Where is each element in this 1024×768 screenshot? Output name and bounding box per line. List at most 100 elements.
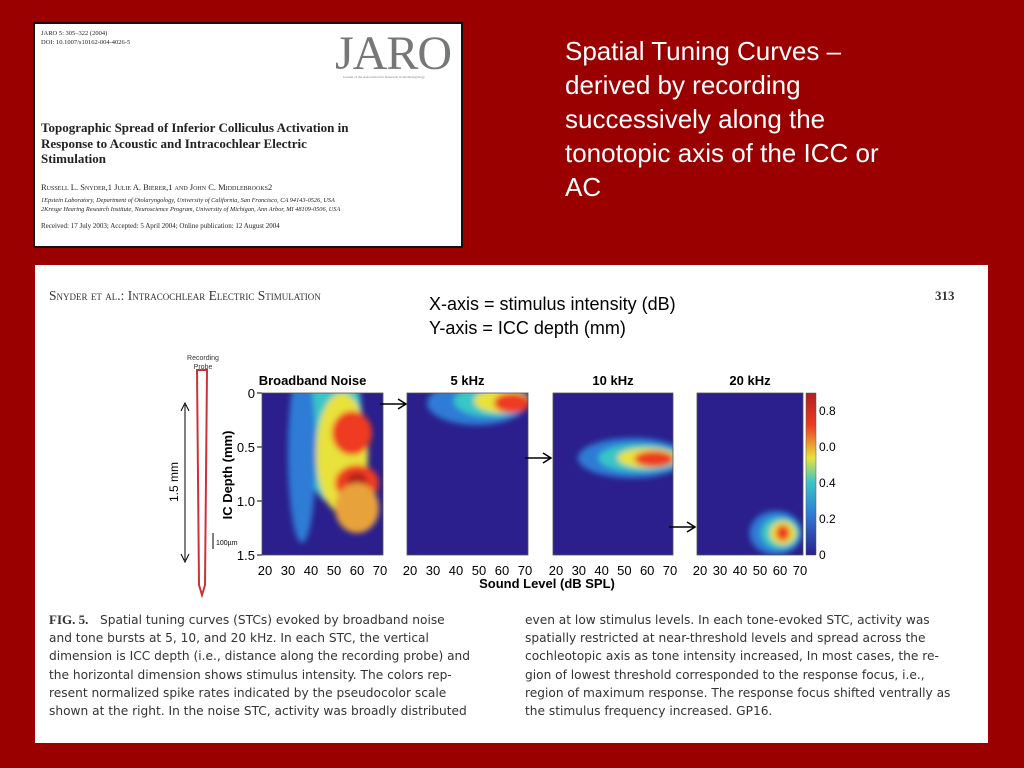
scale-label: 1.5 mm	[167, 462, 181, 502]
x-tick-label: 20	[403, 563, 417, 578]
paper-header: JARO 5: 305–322 (2004) DOI: 10.1007/s101…	[33, 22, 463, 248]
caption-text: Spatial tuning curves (STCs) evoked by b…	[100, 613, 445, 627]
blob	[335, 483, 379, 533]
annotation: X-axis = stimulus intensity (dB) Y-axis …	[429, 292, 676, 340]
caption-line: even at low stimulus levels. In each ton…	[525, 613, 930, 627]
probe-label: Recording	[187, 355, 219, 362]
x-tick-label: 60	[350, 563, 364, 578]
x-tick-label: 30	[713, 563, 727, 578]
x-tick-label: 40	[733, 563, 747, 578]
x-tick-label: 50	[617, 563, 631, 578]
journal-ref: JARO 5: 305–322 (2004)	[41, 30, 108, 37]
y-tick-label: 1.0	[237, 494, 255, 509]
x-tick-label: 40	[449, 563, 463, 578]
heatmap	[262, 393, 383, 555]
heatmap-blobs	[749, 511, 803, 555]
caption-line: the stimulus frequency increased. GP16.	[525, 704, 773, 719]
blob	[775, 525, 790, 541]
x-tick-label: 60	[773, 563, 787, 578]
probe	[195, 369, 209, 599]
panel-title: 10 kHz	[592, 373, 634, 388]
page-number: 313	[935, 288, 955, 303]
y-tick-label: 1.5	[237, 548, 255, 563]
x-tick-label: 70	[793, 563, 807, 578]
text-line: AC	[565, 172, 602, 202]
micro-label: 100µm	[216, 540, 238, 547]
x-tick-label: 40	[304, 563, 318, 578]
x-tick-label: 20	[258, 563, 272, 578]
x-tick-label: 20	[549, 563, 563, 578]
x-tick-label: 30	[426, 563, 440, 578]
logo-sub: Journal of the Association for Research …	[343, 75, 425, 79]
panel-frame	[552, 392, 674, 556]
caption-line: the horizontal dimension shows stimulus …	[49, 667, 452, 682]
arrow	[380, 398, 408, 410]
heatmap-blobs	[577, 438, 673, 478]
colorbar-tick-label: 0.4	[819, 476, 836, 490]
affiliation: 1Epstein Laboratory, Department of Otola…	[41, 197, 335, 204]
caption-line: dimension is ICC depth (i.e., distance a…	[49, 649, 471, 664]
heatmap	[697, 393, 803, 555]
paper-title: Topographic Spread of Inferior Colliculu…	[41, 120, 349, 135]
y-axis-label: IC Depth (mm)	[220, 431, 235, 520]
colorbar-tick-label: 0.0	[819, 440, 836, 454]
x-tick-label: 50	[472, 563, 486, 578]
blob	[288, 393, 316, 543]
panel-title: 5 kHz	[451, 373, 485, 388]
colorbar-tick-label: 0.8	[819, 404, 836, 418]
x-tick-label: 40	[594, 563, 608, 578]
panel-title: 20 kHz	[729, 373, 771, 388]
heatmap	[553, 393, 673, 555]
running-head: Snyder et al.: Intracochlear Electric St…	[49, 288, 321, 303]
panel-title: Broadband Noise	[259, 373, 367, 388]
stc-figure: Recording Probe 1.5 mm 100µm IC Depth (mm) 0 0…	[167, 355, 836, 599]
y-tick-label: 0.5	[237, 440, 255, 455]
caption-line: shown at the right. In the noise STC, ac…	[49, 704, 467, 719]
colorbar-tick-label: 0.2	[819, 512, 836, 526]
x-tick-label: 60	[640, 563, 654, 578]
x-tick-label: 60	[495, 563, 509, 578]
text-line: successively along the	[565, 104, 826, 134]
caption-label: FIG. 5.	[49, 612, 89, 627]
blob	[332, 411, 372, 455]
caption-line: resent normalized spike rates indicated …	[49, 685, 447, 700]
panel-frame	[406, 392, 529, 556]
heatmap-blobs	[427, 393, 528, 425]
x-tick-label: 70	[373, 563, 387, 578]
panel-frame	[696, 392, 804, 556]
caption-line: spatially restricted at near-threshold l…	[525, 631, 926, 646]
x-tick-label: 70	[518, 563, 532, 578]
slide-text: Spatial Tuning Curves – derived by recor…	[565, 34, 879, 204]
text-line: Spatial Tuning Curves –	[565, 36, 842, 66]
journal-ref: DOI: 10.1007/s10162-004-4026-5	[41, 39, 131, 46]
heatmap-blobs	[288, 393, 379, 543]
caption-line: and tone bursts at 5, 10, and 20 kHz. In…	[49, 631, 429, 646]
blob	[634, 451, 673, 467]
figure: Snyder et al.: Intracochlear Electric St…	[35, 265, 988, 743]
x-tick-label: 50	[753, 563, 767, 578]
affiliation: 2Kresge Hearing Research Institute, Neur…	[41, 206, 341, 213]
text-line: derived by recording	[565, 70, 801, 100]
arrow	[669, 521, 697, 533]
caption-line: gion of lowest threshold corresponded to…	[525, 667, 925, 682]
x-tick-label: 20	[693, 563, 707, 578]
received: Received: 17 July 2003; Accepted: 5 Apri…	[41, 222, 280, 230]
paper-title: Response to Acoustic and Intracochlear E…	[41, 135, 307, 151]
x-axis-label: Sound Level (dB SPL)	[479, 576, 615, 591]
probe-label: Probe	[194, 364, 213, 371]
text-line: tonotopic axis of the ICC or	[565, 138, 879, 168]
logo: JARO	[335, 27, 452, 80]
annotation-line: X-axis = stimulus intensity (dB)	[429, 294, 676, 314]
caption-line: region of maximum response. The response…	[525, 685, 951, 700]
panel-frame	[261, 392, 384, 556]
colorbar	[805, 392, 817, 556]
x-tick-label: 30	[281, 563, 295, 578]
x-tick-label: 50	[327, 563, 341, 578]
paper-title: Stimulation	[41, 151, 107, 166]
arrow	[525, 452, 553, 464]
caption-line: cochleotopic axis as tone intensity incr…	[525, 649, 939, 664]
blob	[494, 393, 528, 413]
heatmap	[407, 393, 528, 555]
x-tick-label: 70	[663, 563, 677, 578]
